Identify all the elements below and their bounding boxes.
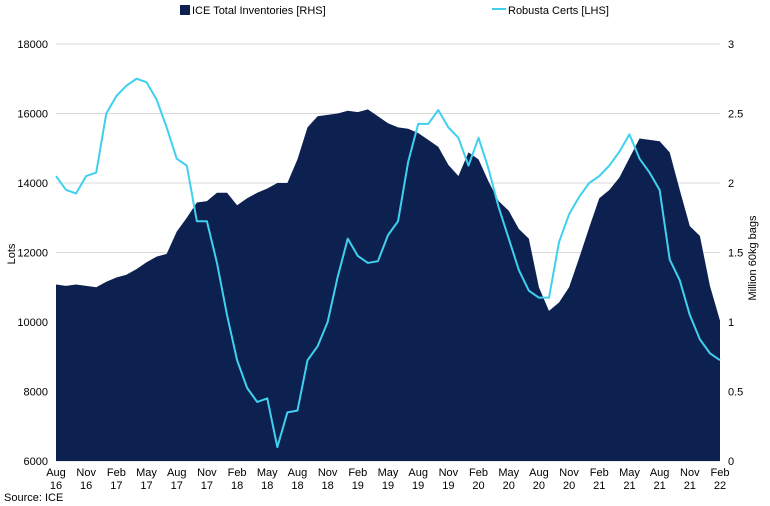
left-axis-ticks: 6000 8000 10000 12000 14000 16000 18000: [17, 39, 48, 468]
x-tick-label: May 19: [378, 467, 399, 492]
x-tick-label: Feb 18: [228, 467, 247, 492]
left-tick-label: 16000: [17, 109, 48, 121]
x-tick-label: Feb 22: [711, 467, 730, 492]
certs-line: [55, 77, 721, 449]
x-axis-ticks: Aug 16 Nov 16 Feb 17 May 17 Aug 17 Nov 17 Feb 18 May 18…: [46, 467, 729, 492]
inventories-area: [56, 109, 720, 461]
left-tick-label: 18000: [17, 39, 48, 51]
x-tick-label: Aug 16: [46, 467, 66, 492]
x-tick-label: May 18: [257, 467, 278, 492]
right-axis-title: Million 60kg bags: [747, 215, 759, 300]
x-tick-label: Aug 18: [288, 467, 308, 492]
right-tick-label: 3: [728, 39, 734, 51]
right-tick-label: 1.5: [728, 248, 743, 260]
legend-item-certs[interactable]: Robusta Certs [LHS]: [492, 5, 609, 17]
x-tick-label: Aug 19: [408, 467, 428, 492]
legend-label-inventories: ICE Total Inventories [RHS]: [192, 5, 326, 17]
x-tick-label: Aug 17: [167, 467, 187, 492]
right-tick-label: 2: [728, 178, 734, 190]
source-note: Source: ICE: [4, 492, 63, 504]
left-tick-label: 6000: [24, 456, 48, 468]
x-tick-label: Nov 16: [76, 467, 96, 492]
legend-swatch-inventories: [180, 5, 190, 15]
right-tick-label: 0: [728, 456, 734, 468]
left-tick-label: 8000: [24, 387, 48, 399]
left-tick-label: 10000: [17, 317, 48, 329]
legend-label-certs: Robusta Certs [LHS]: [508, 5, 609, 17]
x-tick-label: Feb 21: [590, 467, 609, 492]
legend: ICE Total Inventories [RHS] Robusta Cert…: [180, 5, 609, 17]
right-axis-ticks: 0 0.5 1 1.5 2 2.5 3: [728, 39, 743, 468]
left-tick-label: 12000: [17, 248, 48, 260]
x-tick-label: Nov 18: [318, 467, 338, 492]
left-axis-title: Lots: [6, 243, 18, 264]
certs-line-layer: [55, 77, 721, 449]
right-tick-label: 2.5: [728, 109, 743, 121]
legend-item-inventories[interactable]: ICE Total Inventories [RHS]: [180, 5, 326, 17]
x-tick-label: Feb 20: [469, 467, 488, 492]
x-tick-label: Aug 21: [650, 467, 670, 492]
x-tick-label: Feb 17: [107, 467, 126, 492]
x-tick-label: Aug 20: [529, 467, 549, 492]
x-tick-label: May 21: [619, 467, 640, 492]
right-tick-label: 0.5: [728, 387, 743, 399]
x-tick-label: Nov 21: [680, 467, 700, 492]
x-tick-label: Feb 19: [348, 467, 367, 492]
left-tick-label: 14000: [17, 178, 48, 190]
x-tick-label: May 20: [498, 467, 519, 492]
right-tick-label: 1: [728, 317, 734, 329]
x-tick-label: Nov 20: [559, 467, 579, 492]
x-tick-label: Nov 17: [197, 467, 217, 492]
inventories-area-layer: [56, 109, 720, 461]
x-tick-label: May 17: [136, 467, 157, 492]
x-tick-label: Nov 19: [439, 467, 459, 492]
